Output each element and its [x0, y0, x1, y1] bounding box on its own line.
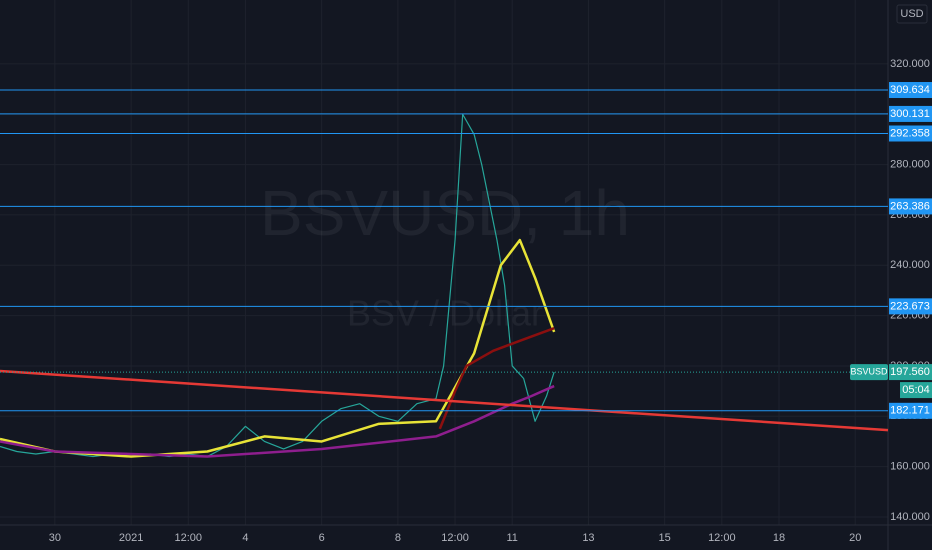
- x-tick-label: 12:00: [441, 532, 469, 544]
- x-tick-label: 15: [659, 532, 671, 544]
- currency-button[interactable]: [896, 4, 928, 24]
- level-label: 182.171: [890, 405, 930, 417]
- x-tick-label: 12:00: [708, 532, 736, 544]
- level-label: 292.358: [890, 127, 930, 139]
- countdown-bg: [900, 382, 932, 399]
- y-tick-label: 160.000: [890, 461, 930, 473]
- y-tick-label: 240.000: [890, 259, 930, 271]
- x-tick-label: 6: [319, 532, 325, 544]
- level-label: 223.673: [890, 300, 930, 312]
- symbol-label-bg: [850, 364, 888, 381]
- symbol-label: BSVUSD: [850, 366, 888, 376]
- y-tick-label: 140.000: [890, 511, 930, 523]
- x-tick-label: 20: [849, 532, 861, 544]
- level-label-bg: [889, 298, 932, 315]
- y-tick-label: 280.000: [890, 159, 930, 171]
- watermark-subtitle: BSV / Dollar: [347, 293, 543, 334]
- level-label-bg: [889, 82, 932, 99]
- level-label-bg: [889, 198, 932, 215]
- x-tick-label: 8: [395, 532, 401, 544]
- last-price-label: 197.560: [890, 366, 930, 378]
- y-tick-label: 320.000: [890, 58, 930, 70]
- watermark-title: BSVUSD, 1h: [260, 177, 630, 249]
- series-line: [0, 384, 555, 458]
- currency[interactable]: USD: [900, 8, 923, 20]
- series-line: [0, 238, 556, 458]
- level-label-bg: [889, 105, 932, 122]
- level-label: 263.386: [890, 200, 930, 212]
- level-label: 300.131: [890, 108, 930, 120]
- x-tick-label: 11: [507, 532, 518, 544]
- series-line: [0, 369, 889, 432]
- x-tick-label: 12:00: [175, 532, 203, 544]
- level-label-bg: [889, 125, 932, 142]
- x-tick-label: 4: [242, 532, 248, 544]
- level-label: 309.634: [890, 84, 930, 96]
- last-price-bg: [889, 364, 932, 381]
- series-line: [438, 327, 555, 430]
- countdown: 05:04: [902, 384, 930, 396]
- x-tick-label: 2021: [119, 532, 143, 544]
- x-tick-label: 18: [773, 532, 785, 544]
- x-tick-label: 13: [582, 532, 594, 544]
- level-label-bg: [889, 402, 932, 419]
- x-tick-label: 30: [49, 532, 61, 544]
